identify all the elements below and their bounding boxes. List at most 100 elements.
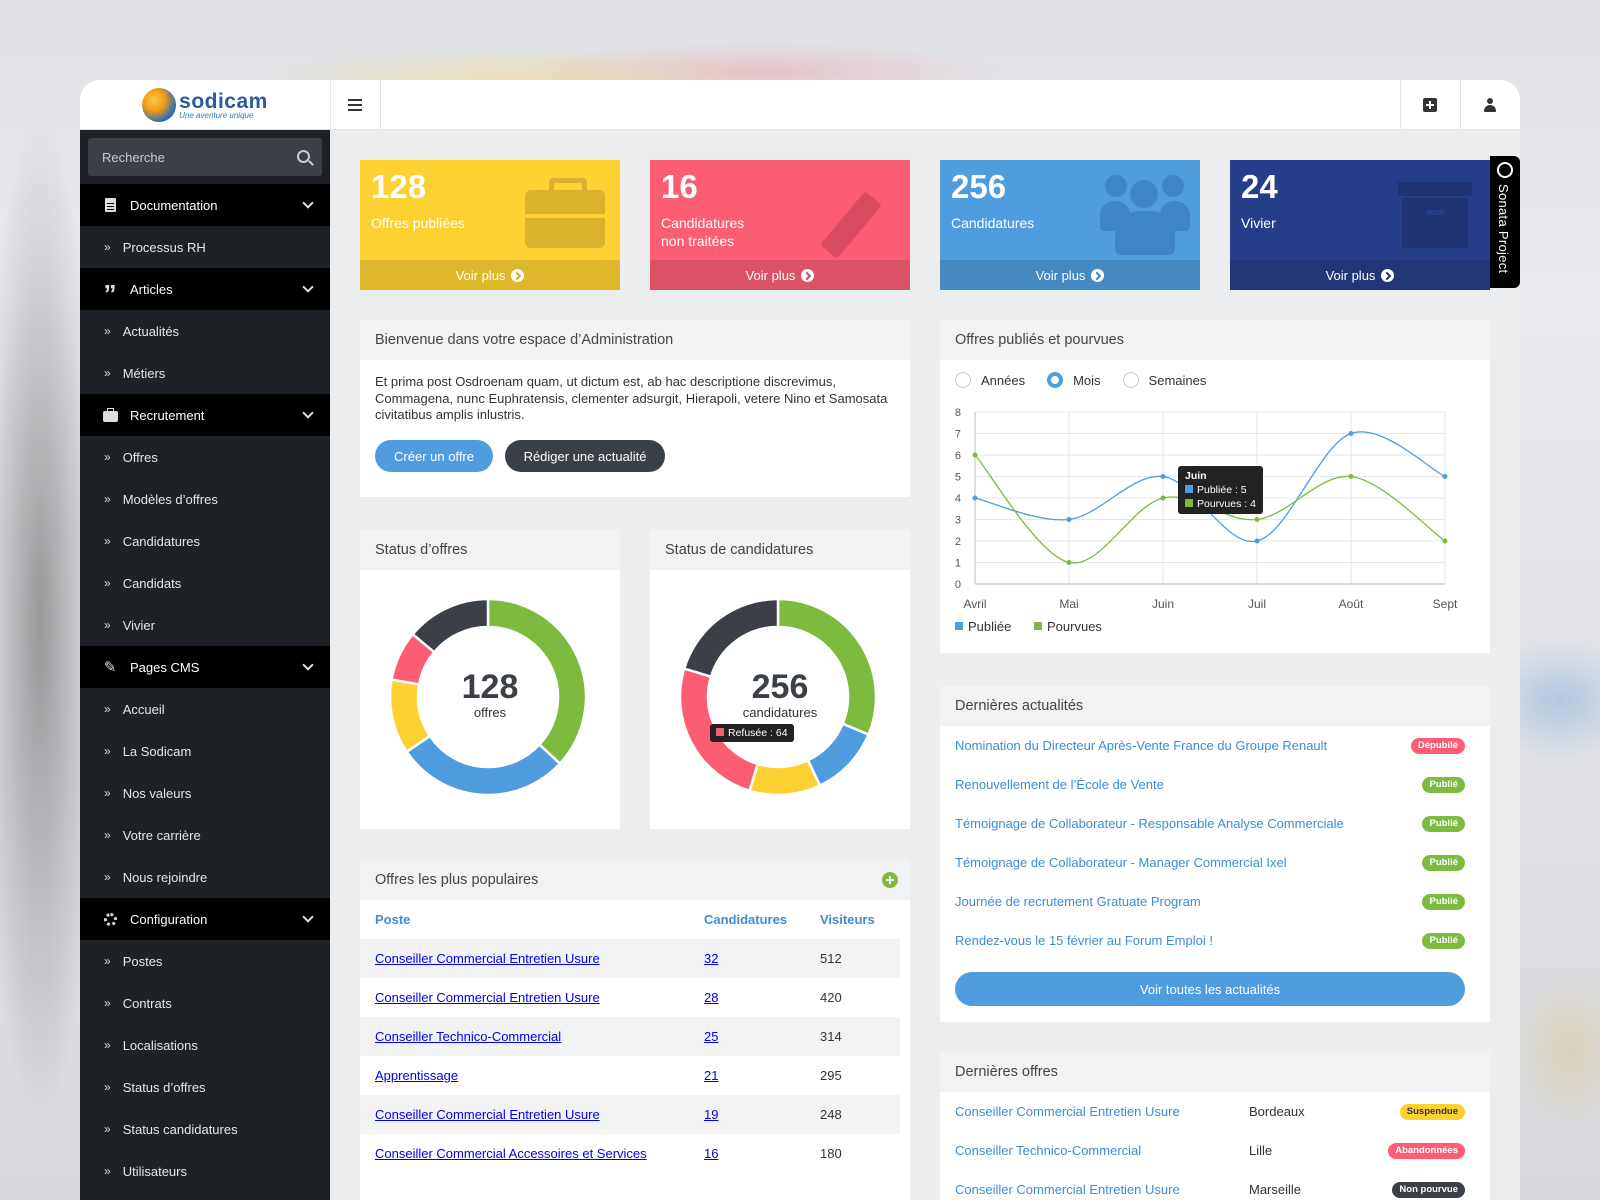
sidebar-item-localisations[interactable]: » Localisations <box>80 1024 330 1066</box>
sidebar-item-candidatures[interactable]: » Candidatures <box>80 520 330 562</box>
sidebar-item-utilisateurs[interactable]: » Utilisateurs <box>80 1150 330 1192</box>
search-icon[interactable] <box>297 150 310 163</box>
tile-more-link[interactable]: Voir plus <box>360 260 620 290</box>
offer-link[interactable]: Conseiller Technico-Commercial <box>375 1029 562 1044</box>
sidebar-item-candidats[interactable]: » Candidats <box>80 562 330 604</box>
radio-semaines[interactable] <box>1122 372 1139 388</box>
tile-more-link[interactable]: Voir plus <box>940 260 1200 290</box>
news-link[interactable]: Rendez-vous le 15 février au Forum Emplo… <box>955 933 1213 948</box>
create-offer-button[interactable]: Créer un offre <box>375 440 493 472</box>
sidebar-item-pages-cms[interactable]: ✎ Pages CMS <box>80 646 330 688</box>
data-point[interactable] <box>1066 560 1072 565</box>
table-row: Conseiller Commercial Entretien Usure 28 4… <box>360 978 900 1017</box>
data-point[interactable] <box>972 495 978 501</box>
logo[interactable]: sodicam Une aventure unique <box>80 80 330 130</box>
sidebar-item-status-d-offres[interactable]: » Status d’offres <box>80 1066 330 1108</box>
tile-more-link[interactable]: Voir plus <box>650 260 910 290</box>
offer-link[interactable]: Conseiller Commercial Entretien Usure <box>375 951 600 966</box>
sidebar-item-label: Status candidatures <box>122 1121 238 1137</box>
all-news-button[interactable]: Voir toutes les actualités <box>955 972 1465 1006</box>
sidebar-item-mod-les-d-offres[interactable]: » Modèles d’offres <box>80 478 330 520</box>
x-tick-label: Avril <box>963 597 986 611</box>
candidatures-count-link[interactable]: 19 <box>704 1107 719 1122</box>
stat-tile-untreated: 16 Candidatures non traitées Voir plus <box>650 160 910 290</box>
offer-link[interactable]: Conseiller Commercial Entretien Usure <box>955 1104 1180 1119</box>
data-point[interactable] <box>1254 538 1260 544</box>
offer-link[interactable]: Conseiller Commercial Entretien Usure <box>955 1182 1180 1197</box>
news-link[interactable]: Témoignage de Collaborateur - Responsabl… <box>955 816 1344 831</box>
offer-city: Lille <box>1249 1143 1273 1158</box>
column-header[interactable]: Candidatures <box>704 912 788 927</box>
data-point[interactable] <box>1442 538 1448 544</box>
radio-mois[interactable] <box>1047 372 1064 388</box>
column-header[interactable]: Poste <box>375 912 411 927</box>
candidatures-count-link[interactable]: 25 <box>704 1029 719 1044</box>
sidebar-item-postes[interactable]: » Postes <box>80 940 330 982</box>
sidebar-item-label: Nos valeurs <box>122 785 192 801</box>
data-point[interactable] <box>1348 474 1354 479</box>
sidebar-item-m-tiers[interactable]: » Métiers <box>80 352 330 394</box>
offer-link[interactable]: Conseiller Commercial Entretien Usure <box>375 990 600 1005</box>
tile-more-link[interactable]: Voir plus <box>1230 260 1490 290</box>
sidebar-item-actualit-s[interactable]: » Actualités <box>80 310 330 352</box>
main-content: 128 Offres publiées Voir plus 16 Candida… <box>330 130 1520 1200</box>
status-badge: Publié <box>1422 893 1465 910</box>
news-link[interactable]: Nomination du Directeur Après-Vente Fran… <box>955 738 1328 753</box>
sidebar-item-nos-valeurs[interactable]: » Nos valeurs <box>80 772 330 814</box>
offer-link[interactable]: Conseiller Commercial Accessoires et Ser… <box>375 1146 647 1161</box>
sidebar-item-contrats[interactable]: » Contrats <box>80 982 330 1024</box>
candidatures-count-link[interactable]: 32 <box>704 951 719 966</box>
data-point[interactable] <box>1254 517 1260 522</box>
user-menu-button[interactable] <box>1460 80 1520 130</box>
sidebar-item-la-sodicam[interactable]: » La Sodicam <box>80 730 330 772</box>
search-input[interactable] <box>102 149 292 165</box>
latest-news-panel: Dernières actualités Nomination du Direc… <box>940 686 1490 1022</box>
offer-link[interactable]: Apprentissage <box>375 1068 459 1083</box>
divider <box>380 80 381 130</box>
sidebar-item-articles[interactable]: ” Articles <box>80 268 330 310</box>
data-point[interactable] <box>1442 474 1448 479</box>
donut-tooltip: Refusée : 64 <box>710 724 794 742</box>
write-news-button[interactable]: Rédiger une actualité <box>505 440 665 472</box>
donut-slice[interactable] <box>806 722 871 788</box>
data-point[interactable] <box>1160 474 1166 479</box>
column-header[interactable]: Visiteurs <box>820 912 875 927</box>
news-link[interactable]: Renouvellement de l’École de Vente <box>955 777 1164 792</box>
sidebar-item-nous-rejoindre[interactable]: » Nous rejoindre <box>80 856 330 898</box>
data-point[interactable] <box>1160 495 1166 501</box>
donut-slice[interactable] <box>404 734 562 797</box>
sidebar-item-documentation[interactable]: Documentation <box>80 184 330 226</box>
menu-toggle-button[interactable] <box>330 80 380 130</box>
news-link[interactable]: Journée de recrutement Gratuate Program <box>955 894 1201 909</box>
news-link[interactable]: Témoignage de Collaborateur - Manager Co… <box>955 855 1287 870</box>
double-chevron-right-icon: » <box>104 828 111 842</box>
table-row: Conseiller Commercial Entretien Usure 32 5… <box>360 939 900 978</box>
data-point[interactable] <box>1066 517 1072 522</box>
donut-slice[interactable] <box>682 597 780 679</box>
sonata-project-badge[interactable]: Sonata Project <box>1490 156 1520 288</box>
radio-annees[interactable] <box>955 372 971 388</box>
sidebar-item-recrutement[interactable]: Recrutement <box>80 394 330 436</box>
x-tick-label: Juil <box>1248 597 1266 611</box>
data-point[interactable] <box>1348 431 1354 436</box>
sidebar-item-status-candidatures[interactable]: » Status candidatures <box>80 1108 330 1150</box>
radio-label: Années <box>981 372 1026 388</box>
sidebar-item-offres[interactable]: » Offres <box>80 436 330 478</box>
candidatures-count-link[interactable]: 28 <box>704 990 719 1005</box>
offer-link[interactable]: Conseiller Commercial Entretien Usure <box>375 1107 600 1122</box>
add-button[interactable] <box>1400 80 1460 130</box>
tile-label: Candidatures <box>951 215 1035 231</box>
data-point[interactable] <box>972 452 978 458</box>
sidebar-item-processus-rh[interactable]: » Processus RH <box>80 226 330 268</box>
donut-slice[interactable] <box>747 758 822 797</box>
sidebar-item-votre-carri-re[interactable]: » Votre carrière <box>80 814 330 856</box>
sidebar-item-vivier[interactable]: » Vivier <box>80 604 330 646</box>
sidebar-item-accueil[interactable]: » Accueil <box>80 688 330 730</box>
sidebar-item-configuration[interactable]: Configuration <box>80 898 330 940</box>
donut-slice[interactable] <box>410 597 490 654</box>
offer-link[interactable]: Conseiller Technico-Commercial <box>955 1143 1142 1158</box>
add-circle-icon[interactable] <box>882 872 898 888</box>
donut-center: 256 candidatures <box>680 668 880 720</box>
candidatures-count-link[interactable]: 21 <box>704 1068 719 1083</box>
candidatures-count-link[interactable]: 16 <box>704 1146 719 1161</box>
